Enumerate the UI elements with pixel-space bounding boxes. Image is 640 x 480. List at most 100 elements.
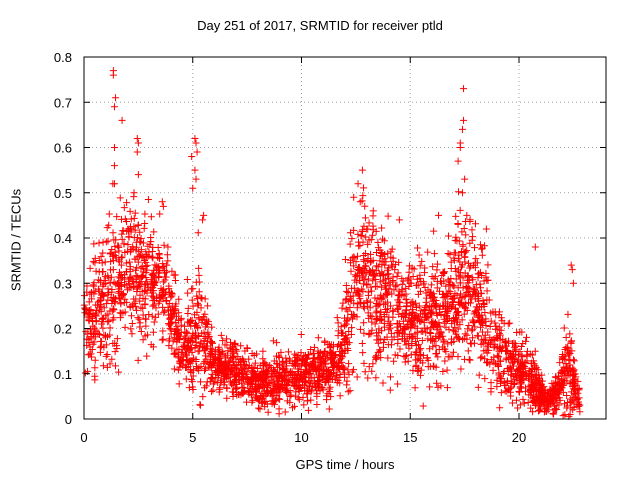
data-point bbox=[408, 334, 416, 342]
data-point bbox=[361, 214, 369, 222]
data-point bbox=[202, 382, 210, 390]
data-point bbox=[402, 311, 410, 319]
data-point bbox=[277, 348, 285, 356]
data-point bbox=[100, 304, 108, 312]
data-point bbox=[267, 377, 275, 385]
data-point bbox=[435, 211, 443, 219]
data-point bbox=[346, 240, 354, 248]
data-point bbox=[149, 254, 157, 262]
data-point bbox=[398, 286, 406, 294]
data-point bbox=[202, 319, 210, 327]
data-point bbox=[301, 361, 309, 369]
data-point bbox=[512, 347, 520, 355]
data-point bbox=[142, 248, 150, 256]
data-point bbox=[406, 279, 414, 287]
data-point bbox=[317, 359, 325, 367]
data-point bbox=[357, 231, 365, 239]
data-point bbox=[181, 334, 189, 342]
data-point bbox=[353, 373, 361, 381]
data-point bbox=[369, 226, 377, 234]
data-point bbox=[120, 271, 128, 279]
data-point bbox=[478, 328, 486, 336]
data-point bbox=[111, 362, 119, 370]
data-point bbox=[487, 379, 495, 387]
data-point bbox=[221, 353, 229, 361]
data-point bbox=[168, 267, 176, 275]
data-point bbox=[318, 383, 326, 391]
data-point bbox=[240, 384, 248, 392]
data-point bbox=[359, 192, 367, 200]
data-point bbox=[570, 357, 578, 365]
data-point bbox=[362, 233, 370, 241]
chart-title: Day 251 of 2017, SRMTID for receiver ptl… bbox=[197, 18, 443, 33]
data-point bbox=[233, 384, 241, 392]
data-point bbox=[518, 353, 526, 361]
data-point bbox=[494, 362, 502, 370]
data-point bbox=[472, 220, 480, 228]
data-point bbox=[406, 330, 414, 338]
data-point bbox=[113, 213, 121, 221]
ticks-layer bbox=[83, 56, 606, 420]
data-point bbox=[432, 303, 440, 311]
data-point bbox=[187, 357, 195, 365]
data-point bbox=[153, 262, 161, 270]
data-point bbox=[358, 226, 366, 234]
data-point bbox=[532, 375, 540, 383]
data-point bbox=[346, 259, 354, 267]
data-point bbox=[150, 228, 158, 236]
data-point bbox=[460, 116, 468, 124]
data-point bbox=[338, 341, 346, 349]
data-point bbox=[436, 309, 444, 317]
data-point bbox=[247, 377, 255, 385]
y-tick-label: 0.5 bbox=[54, 186, 72, 201]
data-point bbox=[364, 288, 372, 296]
data-point bbox=[361, 368, 369, 376]
data-point bbox=[347, 297, 355, 305]
data-point bbox=[368, 326, 376, 334]
data-point bbox=[96, 344, 104, 352]
data-point bbox=[424, 356, 432, 364]
data-point bbox=[465, 276, 473, 284]
data-point bbox=[389, 254, 397, 262]
data-point bbox=[527, 388, 535, 396]
data-point bbox=[403, 303, 411, 311]
data-point bbox=[460, 310, 468, 318]
data-point bbox=[132, 278, 140, 286]
data-point bbox=[311, 383, 319, 391]
data-point bbox=[405, 268, 413, 276]
data-point bbox=[364, 309, 372, 317]
data-point bbox=[498, 375, 506, 383]
data-point bbox=[102, 312, 110, 320]
data-point bbox=[387, 248, 395, 256]
data-point bbox=[275, 410, 283, 418]
data-point bbox=[426, 383, 434, 391]
data-point bbox=[347, 267, 355, 275]
data-point bbox=[159, 335, 167, 343]
data-point bbox=[421, 303, 429, 311]
data-point bbox=[493, 334, 501, 342]
data-point bbox=[201, 384, 209, 392]
data-point bbox=[276, 372, 284, 380]
data-point bbox=[394, 304, 402, 312]
data-point bbox=[264, 384, 272, 392]
data-point bbox=[87, 350, 95, 358]
data-point bbox=[517, 361, 525, 369]
data-point bbox=[187, 322, 195, 330]
data-point bbox=[241, 361, 249, 369]
data-point bbox=[508, 378, 516, 386]
data-point bbox=[405, 262, 413, 270]
data-point bbox=[554, 388, 562, 396]
data-point bbox=[308, 374, 316, 382]
data-point bbox=[81, 309, 89, 317]
data-point bbox=[451, 264, 459, 272]
data-point bbox=[398, 332, 406, 340]
data-point bbox=[469, 276, 477, 284]
data-point bbox=[432, 296, 440, 304]
data-point bbox=[136, 283, 144, 291]
data-point bbox=[156, 294, 164, 302]
data-point bbox=[291, 382, 299, 390]
data-point bbox=[160, 241, 168, 249]
data-point bbox=[111, 295, 119, 303]
data-point bbox=[119, 290, 127, 298]
data-point bbox=[114, 242, 122, 250]
